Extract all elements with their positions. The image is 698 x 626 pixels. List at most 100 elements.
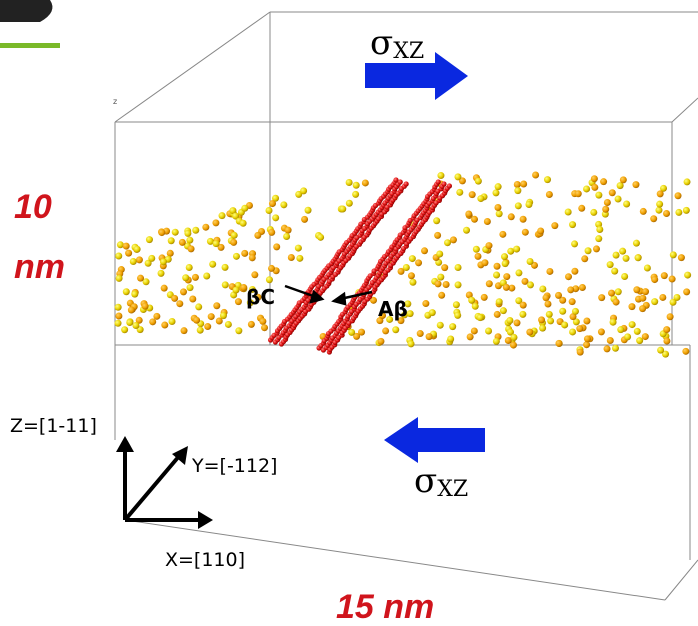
atom: [125, 250, 132, 257]
atom: [569, 328, 576, 335]
atom: [235, 298, 242, 305]
atom: [240, 220, 247, 227]
atom: [197, 327, 204, 334]
atom: [629, 321, 636, 328]
atom: [683, 207, 690, 214]
partial-label: Aβ: [378, 297, 408, 321]
atom: [437, 172, 444, 179]
atom: [575, 190, 582, 197]
height-number: 10: [14, 188, 52, 226]
atom: [172, 229, 179, 236]
atom: [615, 195, 622, 202]
atom: [474, 253, 481, 260]
atom: [203, 272, 210, 279]
atom: [609, 189, 616, 196]
atom: [532, 172, 539, 179]
atom: [437, 322, 444, 329]
atom: [269, 200, 276, 207]
atom: [561, 321, 568, 328]
atom: [186, 264, 193, 271]
atom: [208, 313, 215, 320]
atom: [508, 213, 515, 220]
atom: [633, 286, 640, 293]
atom: [454, 173, 461, 180]
atom: [358, 329, 365, 336]
atom: [527, 258, 534, 265]
atom: [642, 333, 649, 340]
atom: [415, 259, 422, 266]
atom: [115, 320, 122, 327]
atom: [219, 212, 226, 219]
atom: [621, 273, 628, 280]
atom: [590, 209, 597, 216]
atom: [644, 264, 651, 271]
atom: [128, 307, 135, 314]
atom: [519, 311, 526, 318]
atom: [520, 181, 527, 188]
atom: [346, 200, 353, 207]
atom: [142, 303, 149, 310]
atom: [576, 325, 583, 332]
atom: [494, 311, 501, 318]
atom: [551, 222, 558, 229]
atom: [222, 281, 229, 288]
atom: [656, 201, 663, 208]
atom: [473, 246, 480, 253]
atom: [121, 326, 128, 333]
stress-symbol: σ: [370, 23, 393, 63]
atom: [296, 255, 303, 262]
atom: [261, 324, 268, 331]
atom: [624, 333, 631, 340]
atom: [213, 302, 220, 309]
atom: [392, 326, 399, 333]
atom: [447, 336, 454, 343]
stress-label-top: σXZ: [370, 23, 424, 64]
atom: [161, 285, 168, 292]
stress-subscript: XZ: [393, 39, 424, 64]
atom: [123, 243, 130, 250]
height-unit: nm: [14, 248, 65, 286]
atom: [559, 308, 566, 315]
atom: [642, 288, 649, 295]
atom: [661, 272, 668, 279]
atom: [449, 323, 456, 330]
atom: [117, 241, 124, 248]
atom: [503, 284, 510, 291]
atom: [598, 328, 605, 335]
atom: [222, 264, 229, 271]
atom: [434, 232, 441, 239]
atom: [216, 318, 223, 325]
atom: [628, 303, 635, 310]
atom: [362, 179, 369, 186]
atom: [684, 272, 691, 279]
atom: [171, 295, 178, 302]
axis-corner-label: z: [113, 97, 117, 106]
atom: [663, 338, 670, 345]
atom: [527, 281, 534, 288]
atom: [486, 280, 493, 287]
atom: [571, 240, 578, 247]
atom: [131, 291, 138, 298]
atom: [301, 216, 308, 223]
atom: [633, 240, 640, 247]
atom: [650, 215, 657, 222]
atom: [398, 179, 403, 184]
atom: [651, 298, 658, 305]
atom: [546, 268, 553, 275]
atom: [583, 185, 590, 192]
atom: [499, 231, 506, 238]
atom: [259, 318, 266, 325]
figure: z σXZ σXZ 10 nm 15 nm βC Aβ Z=[1-11] Y=[…: [0, 0, 698, 626]
atom: [134, 246, 141, 253]
atom: [585, 247, 592, 254]
atom: [584, 335, 591, 342]
atom: [382, 327, 389, 334]
atom: [577, 349, 584, 356]
atom: [655, 207, 662, 214]
atom: [639, 305, 646, 312]
atom: [447, 183, 452, 188]
atom: [283, 233, 290, 240]
atom: [542, 294, 549, 301]
atom: [456, 189, 463, 196]
accent-bar: [0, 43, 60, 48]
